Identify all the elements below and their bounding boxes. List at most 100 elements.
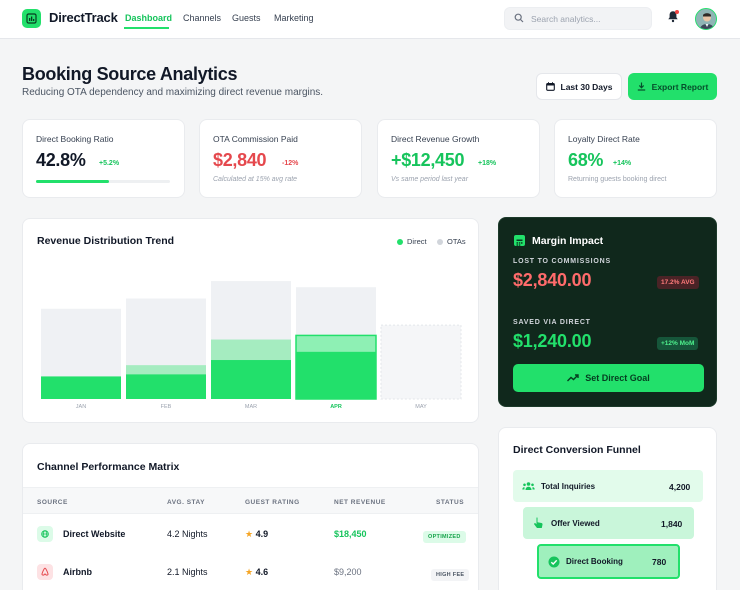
avg-stay: 4.2 Nights [167,529,208,539]
funnel-step-direct-booking[interactable]: Direct Booking 780 [537,544,680,579]
kpi-delta: +18% [478,160,497,167]
x-tick-label: JAN [76,404,86,410]
search-icon [514,13,524,23]
page-subtitle: Reducing OTA dependency and maximizing d… [22,87,324,98]
legend-direct: Direct [397,237,427,246]
funnel-value: 780 [652,557,667,567]
margin-impact-card: Margin Impact LOST TO COMMISSIONS $2,840… [498,217,717,407]
progress-bar [36,180,170,183]
kpi-label: OTA Commission Paid [213,134,298,144]
nav-marketing[interactable]: Marketing [274,13,314,23]
search-placeholder: Search analytics... [531,14,601,24]
nav-dashboard[interactable]: Dashboard [125,13,173,23]
source-name: Airbnb [63,567,92,577]
table-row[interactable]: Direct Website 4.2 Nights ★ 4.9 $18,450 … [23,516,478,553]
net-revenue: $9,200 [334,567,362,577]
star-icon: ★ [245,529,254,539]
globe-icon [37,526,53,542]
legend-label: Direct [407,237,427,246]
lost-label: LOST TO COMMISSIONS [513,258,611,265]
bar-direct-jan[interactable] [41,376,121,399]
nav-channels[interactable]: Channels [183,13,222,23]
col-net-revenue: NET REVENUE [334,499,386,506]
funnel-label: Offer Viewed [551,519,600,528]
lost-badge: 17.2% AVG [657,276,699,289]
logo-icon [22,9,41,28]
col-source: SOURCE [37,499,68,506]
saved-badge: +12% MoM [657,337,699,350]
date-range-label: Last 30 Days [560,81,613,92]
rating-value: 4.9 [255,529,269,539]
funnel-step-inquiries[interactable]: Total Inquiries 4,200 [513,470,703,502]
legend-label: OTAs [447,237,466,246]
saved-label: SAVED VIA DIRECT [513,319,591,326]
source-name: Direct Website [63,529,126,539]
guest-rating: ★ 4.6 [245,567,268,578]
kpi-label: Loyalty Direct Rate [568,134,640,144]
margin-impact-title: Margin Impact [532,235,604,247]
export-report-button[interactable]: Export Report [628,73,717,100]
set-direct-goal-label: Set Direct Goal [585,373,650,383]
kpi-value: 42.8% [36,150,86,170]
kpi-card-direct-ratio: Direct Booking Ratio 42.8% +5.2% [22,119,185,198]
lost-value: $2,840.00 [513,270,592,290]
funnel-value: 4,200 [669,482,691,492]
avatar[interactable] [695,8,717,30]
bar-direct-feb[interactable] [126,374,206,399]
kpi-card-revenue-growth: Direct Revenue Growth +$12,450 +18% Vs s… [377,119,540,198]
active-tab-indicator [124,27,169,29]
date-range-button[interactable]: Last 30 Days [536,73,622,100]
funnel-label: Direct Booking [566,557,623,566]
nav-guests[interactable]: Guests [232,13,261,23]
conversion-funnel-card: Direct Conversion Funnel Total Inquiries… [498,427,717,590]
bar-direct-apr[interactable] [296,351,376,399]
kpi-value: 68% [568,150,604,170]
star-icon: ★ [245,567,254,577]
kpi-note: Returning guests booking direct [568,176,667,183]
funnel-value: 1,840 [661,519,683,529]
trending-up-icon [567,374,579,382]
kpi-value: $2,840 [213,150,267,170]
bar-direct-mar[interactable] [211,360,291,399]
export-label: Export Report [651,81,709,92]
kpi-card-ota-commission: OTA Commission Paid $2,840 -12% Calculat… [199,119,362,198]
bar-track-may [380,324,462,400]
check-circle-icon [548,556,560,568]
notification-dot [675,10,679,14]
kpi-value: +$12,450 [391,150,465,170]
rating-value: 4.6 [255,567,269,577]
funnel-step-offer-viewed[interactable]: Offer Viewed 1,840 [523,507,694,539]
kpi-delta: +5.2% [99,160,120,167]
kpi-label: Direct Revenue Growth [391,134,480,144]
set-direct-goal-button[interactable]: Set Direct Goal [513,364,704,392]
chart-title: Revenue Distribution Trend [37,235,175,247]
pointer-icon [534,517,543,528]
legend-otas: OTAs [437,237,466,246]
kpi-delta: -12% [282,160,299,167]
col-guest-rating: GUEST RATING [245,499,300,506]
revenue-chart-card: Revenue Distribution Trend Direct OTAs J… [22,218,479,423]
avg-stay: 2.1 Nights [167,567,208,577]
legend-swatch [437,238,443,245]
guest-rating: ★ 4.9 [245,529,268,540]
table-title: Channel Performance Matrix [37,461,180,473]
page-title: Booking Source Analytics [22,64,238,84]
status-badge: OPTIMIZED [423,531,466,543]
col-avg-stay: AVG. STAY [167,499,205,506]
revenue-chart: JAN FEB MAR APR MAY [41,281,462,410]
funnel-label: Total Inquiries [541,482,596,491]
table-row[interactable]: Airbnb 2.1 Nights ★ 4.6 $9,200 HIGH FEE [23,553,478,590]
saved-value: $1,240.00 [513,331,592,351]
search-input[interactable]: Search analytics... [504,7,652,30]
kpi-note: Vs same period last year [391,176,469,183]
status-badge: HIGH FEE [431,569,470,581]
table-header: SOURCE AVG. STAY GUEST RATING NET REVENU… [23,487,478,514]
kpi-delta: +14% [613,160,632,167]
calculator-icon [514,235,525,246]
legend-swatch [397,238,403,245]
net-revenue: $18,450 [334,529,367,539]
top-navbar: DirectTrack Dashboard Channels Guests Ma… [0,0,740,39]
calendar-icon [545,82,555,91]
x-tick-label: MAR [245,404,257,410]
kpi-card-loyalty-rate: Loyalty Direct Rate 68% +14% Returning g… [554,119,717,198]
